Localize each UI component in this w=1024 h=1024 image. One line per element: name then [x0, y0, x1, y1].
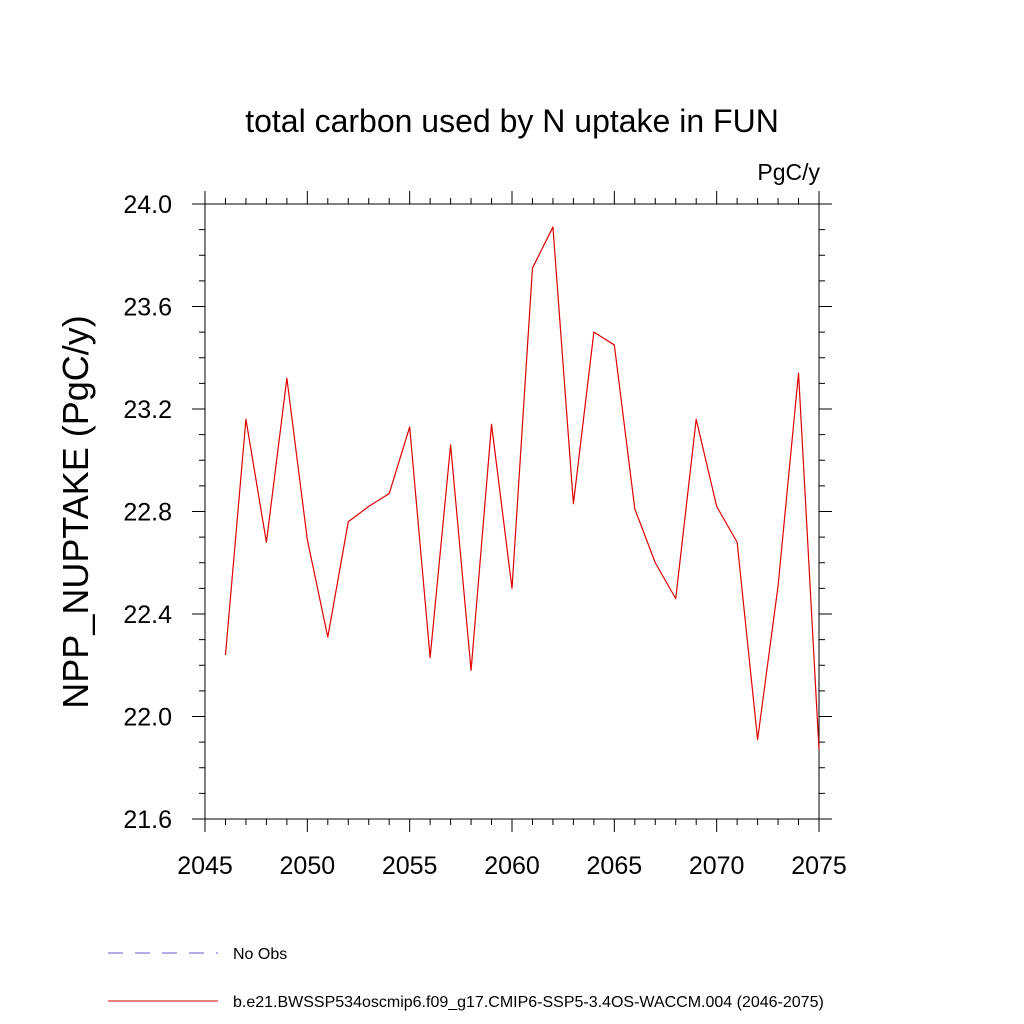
units-label: PgC/y	[757, 159, 820, 185]
x-tick-label: 2070	[689, 852, 745, 880]
plot-frame	[204, 203, 820, 820]
x-tick-label: 2045	[177, 852, 233, 880]
x-tick-label: 2050	[280, 852, 336, 880]
axis-ticks	[192, 191, 832, 832]
y-axis-label: NPP_NUPTAKE (PgC/y)	[55, 315, 96, 708]
y-tick-label: 22.8	[123, 499, 172, 527]
x-tick-label: 2060	[484, 852, 540, 880]
x-tick-label: 2065	[587, 852, 643, 880]
y-tick-label: 23.2	[123, 396, 172, 424]
y-tick-label: 22.4	[123, 601, 172, 629]
y-tick-label: 22.0	[123, 704, 172, 732]
chart-title: total carbon used by N uptake in FUN	[245, 103, 779, 139]
series-layer	[224, 226, 820, 750]
y-tick-label: 24.0	[123, 191, 172, 219]
y-tick-label: 21.6	[123, 806, 172, 834]
x-tick-label: 2075	[791, 852, 847, 880]
x-tick-label: 2055	[382, 852, 438, 880]
y-tick-label: 23.6	[123, 294, 172, 322]
legend-label-no-obs: No Obs	[233, 946, 287, 963]
series-line-model	[224, 226, 820, 750]
tick-labels: 2045 2050 2055 2060 2065 2070 2075 21.6 22.0 22.4…	[123, 191, 846, 880]
legend-label-model: b.e21.BWSSP534oscmip6.f09_g17.CMIP6-SSP5…	[233, 994, 824, 1011]
legend: No Obs b.e21.BWSSP534oscmip6.f09_g17.CMI…	[108, 946, 824, 1011]
